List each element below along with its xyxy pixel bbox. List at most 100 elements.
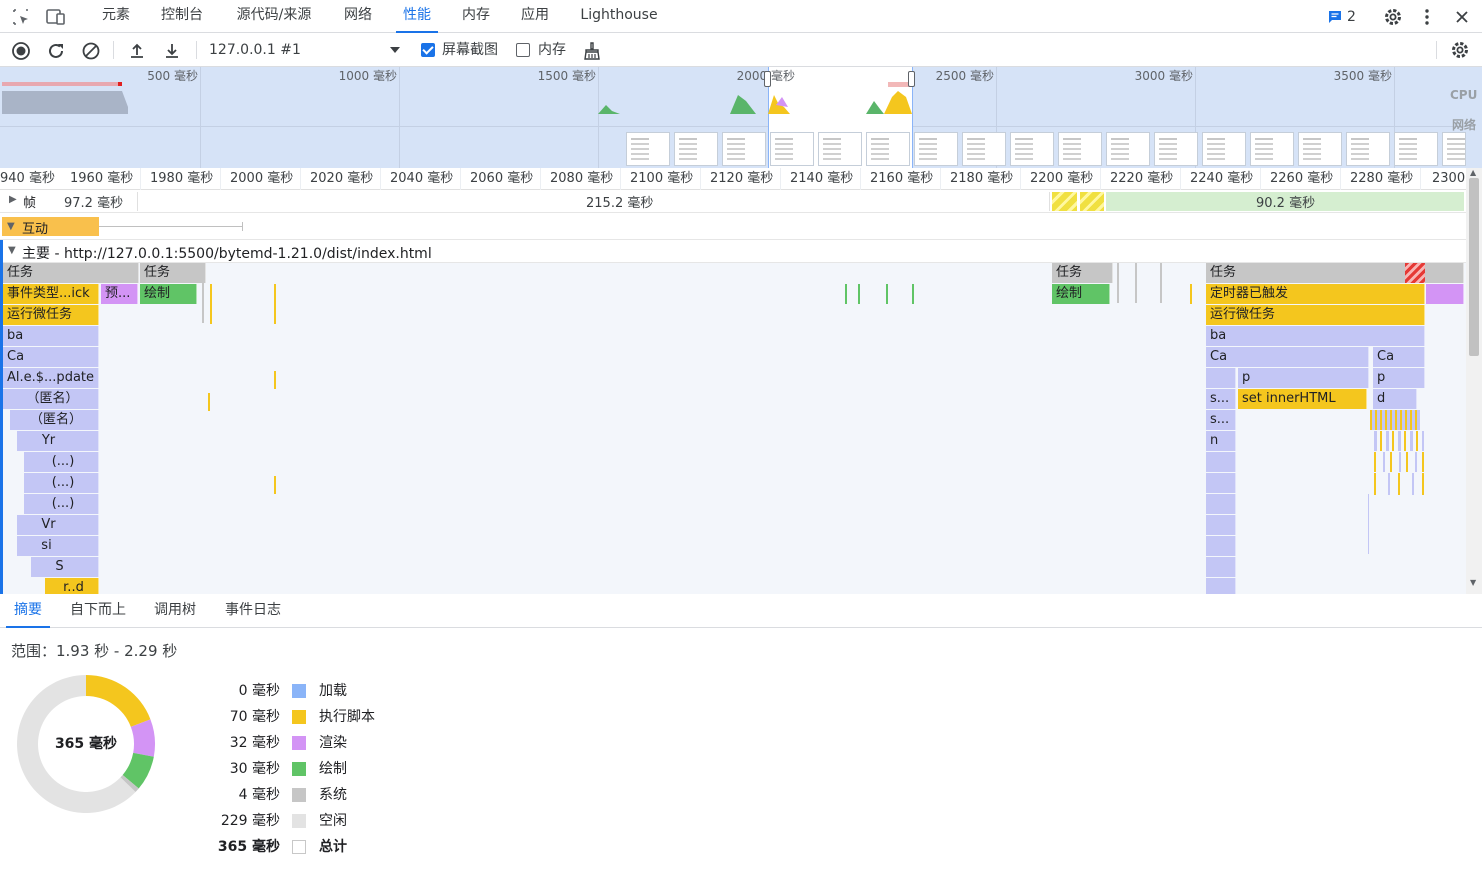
microtask-block[interactable]: 运行微任务 <box>3 305 99 325</box>
function-block[interactable]: Ca <box>3 347 99 367</box>
devtools-tabbar: 元素 控制台 源代码/来源 网络 性能 内存 应用 Lighthouse 2 <box>0 0 1482 33</box>
function-block[interactable]: Yr <box>17 431 99 451</box>
tab-memory[interactable]: 内存 <box>462 7 490 23</box>
paint-block[interactable]: 绘制 <box>140 284 197 304</box>
timeline-scrollbar[interactable]: ▲ ▼ <box>1466 168 1482 594</box>
inspect-element-icon[interactable] <box>10 6 32 28</box>
profile-select[interactable]: 127.0.0.1 #1 <box>209 42 301 58</box>
download-profile-icon[interactable] <box>161 40 183 62</box>
clear-icon[interactable] <box>80 40 102 62</box>
function-block[interactable] <box>1206 557 1236 577</box>
microtask-block[interactable]: 运行微任务 <box>1206 305 1425 325</box>
tab-summary[interactable]: 摘要 <box>6 594 50 628</box>
collapse-arrow-icon[interactable]: ▼ <box>8 245 16 256</box>
pre-paint-block[interactable]: 预... <box>101 284 138 304</box>
settings-gear-icon[interactable] <box>1381 5 1405 29</box>
flame-chart[interactable]: 任务 任务 事件类型...ick 预... 绘制 运行微任务 ba Ca Al.… <box>0 263 1466 594</box>
set-innerhtml-block[interactable]: set innerHTML <box>1238 389 1367 409</box>
function-block[interactable]: si <box>17 536 99 556</box>
recalc-style-block[interactable] <box>1426 284 1464 304</box>
donut-slice <box>86 675 151 727</box>
tab-call-tree[interactable]: 调用树 <box>154 602 196 618</box>
legend-swatch <box>292 814 306 828</box>
task-block[interactable]: 任务 <box>1052 263 1113 283</box>
partial-frame[interactable] <box>1052 192 1077 211</box>
tab-performance[interactable]: 性能 <box>396 0 438 33</box>
ruler-tick: 2100 毫秒 <box>630 171 694 186</box>
ruler-tick: 2040 毫秒 <box>390 171 454 186</box>
task-block[interactable]: 任务 <box>1206 263 1464 283</box>
function-block[interactable]: Al.e.$...pdate <box>3 368 99 388</box>
messages-button[interactable]: 2 <box>1322 7 1362 27</box>
function-block[interactable]: s... <box>1206 410 1236 430</box>
tab-bottom-up[interactable]: 自下而上 <box>70 602 126 618</box>
message-icon <box>1329 11 1342 23</box>
expand-arrow-icon[interactable]: ▶ <box>9 194 17 205</box>
function-block[interactable] <box>1206 452 1236 472</box>
main-thread-header[interactable]: ▼ 主要 - http://127.0.0.1:5500/bytemd-1.21… <box>0 240 1466 263</box>
function-block[interactable]: （匿名） <box>10 410 99 430</box>
function-block[interactable]: p <box>1238 368 1369 388</box>
frame-duration[interactable]: 215.2 毫秒 <box>586 196 654 211</box>
function-block[interactable] <box>1206 473 1236 493</box>
function-block[interactable]: ba <box>1206 326 1425 346</box>
function-block[interactable]: (...) <box>24 494 99 514</box>
paint-block[interactable]: 绘制 <box>1052 284 1110 304</box>
function-block[interactable]: Ca <box>1373 347 1425 367</box>
memory-checkbox[interactable] <box>516 43 530 57</box>
function-block[interactable] <box>1206 515 1236 535</box>
function-block[interactable]: Ca <box>1206 347 1369 367</box>
function-block[interactable]: ba <box>3 326 99 346</box>
function-block[interactable]: (...) <box>24 473 99 493</box>
reload-record-icon[interactable] <box>45 40 67 62</box>
tab-elements[interactable]: 元素 <box>102 7 130 23</box>
tab-lighthouse[interactable]: Lighthouse <box>580 7 658 23</box>
task-block[interactable]: 任务 <box>3 263 139 283</box>
chevron-down-icon[interactable] <box>388 43 402 57</box>
selection-left-handle[interactable] <box>764 71 771 87</box>
partial-frame[interactable] <box>1080 192 1104 211</box>
screenshots-checkbox[interactable] <box>421 43 435 57</box>
function-block[interactable] <box>1206 536 1236 556</box>
function-block[interactable] <box>1206 494 1236 514</box>
tab-event-log[interactable]: 事件日志 <box>225 602 281 618</box>
frames-track-label: 帧 <box>23 196 37 211</box>
close-devtools-icon[interactable] <box>1452 7 1472 27</box>
function-block[interactable]: Vr <box>17 515 99 535</box>
interactions-track[interactable]: ▼ 互动 <box>0 213 1466 240</box>
event-click-block[interactable]: 事件类型...ick <box>3 284 99 304</box>
function-block[interactable]: （匿名） <box>3 389 99 409</box>
record-icon[interactable] <box>10 40 32 62</box>
capture-settings-gear-icon[interactable] <box>1449 39 1471 61</box>
function-block[interactable]: d <box>1373 389 1417 409</box>
function-block[interactable]: p <box>1373 368 1425 388</box>
timer-fired-block[interactable]: 定时器已触发 <box>1206 284 1425 304</box>
function-block[interactable]: S <box>31 557 99 577</box>
function-block[interactable]: n <box>1206 431 1236 451</box>
device-toolbar-icon[interactable] <box>45 6 67 28</box>
task-block[interactable]: 任务 <box>140 263 206 283</box>
function-block[interactable]: s... <box>1206 389 1236 409</box>
frames-track[interactable]: ▶ 帧 97.2 毫秒 215.2 毫秒 90.2 毫秒 <box>0 190 1466 213</box>
function-block[interactable]: (...) <box>24 452 99 472</box>
tab-application[interactable]: 应用 <box>521 7 549 23</box>
scroll-up-icon[interactable]: ▲ <box>1470 168 1477 177</box>
scroll-down-icon[interactable]: ▼ <box>1470 578 1477 587</box>
frame-block[interactable] <box>1106 192 1464 211</box>
function-block[interactable] <box>1206 578 1236 594</box>
tab-network[interactable]: 网络 <box>344 7 372 23</box>
collapse-arrow-icon[interactable]: ▼ <box>7 221 15 232</box>
function-block[interactable]: r..d <box>45 578 99 594</box>
frame-duration[interactable]: 90.2 毫秒 <box>1256 196 1316 211</box>
function-block[interactable] <box>1206 368 1236 388</box>
garbage-collect-icon[interactable] <box>582 41 602 61</box>
frame-duration[interactable]: 97.2 毫秒 <box>64 196 124 211</box>
selection-right-handle[interactable] <box>908 71 915 87</box>
tab-sources[interactable]: 源代码/来源 <box>236 7 312 23</box>
scrollbar-thumb[interactable] <box>1469 178 1479 356</box>
ruler-tick: 2060 毫秒 <box>470 171 534 186</box>
more-options-icon[interactable] <box>1418 5 1436 29</box>
tab-console[interactable]: 控制台 <box>161 7 203 23</box>
upload-profile-icon[interactable] <box>126 40 148 62</box>
screenshot-thumbnail <box>1346 132 1390 166</box>
